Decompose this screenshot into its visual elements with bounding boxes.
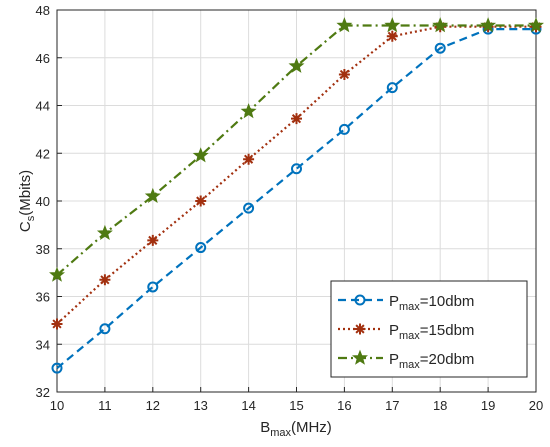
data-point-star (96, 224, 113, 241)
legend: Pmax=10dbm Pmax=15dbm Pmax=20dbm (330, 280, 528, 378)
data-point-circle (147, 281, 159, 293)
x-tick-label: 17 (385, 398, 399, 413)
x-tick-label: 10 (50, 398, 64, 413)
y-tick-label: 34 (36, 337, 50, 352)
data-point-circle (195, 242, 207, 254)
legend-label: Pmax=10dbm (389, 293, 474, 313)
x-tick-label: 15 (289, 398, 303, 413)
data-point-circle (386, 82, 398, 94)
data-point-asterisk (386, 30, 398, 42)
x-tick-label: 16 (337, 398, 351, 413)
data-point-asterisk (338, 68, 350, 80)
data-point-asterisk (354, 323, 366, 335)
data-point-asterisk (291, 113, 302, 125)
x-tick-label: 12 (146, 398, 160, 413)
legend-label: Pmax=15dbm (389, 322, 474, 342)
legend-entry-2: Pmax=15dbm (338, 322, 474, 342)
y-tick-label: 42 (36, 146, 50, 161)
x-tick-label: 11 (98, 398, 112, 413)
series-layer (49, 17, 544, 374)
x-axis-label: Bmax(MHz) (260, 419, 332, 439)
data-point-asterisk (243, 153, 255, 165)
data-point-circle (354, 294, 366, 306)
legend-label: Pmax=20dbm (389, 351, 474, 371)
data-point-asterisk (51, 318, 63, 330)
y-axis-ticks: 32 34 36 38 40 42 44 46 48 (36, 3, 62, 400)
data-point-asterisk (99, 274, 111, 286)
x-tick-label: 14 (241, 398, 255, 413)
x-tick-label: 19 (481, 398, 495, 413)
data-point-star (384, 17, 401, 33)
y-tick-label: 38 (36, 242, 50, 257)
data-point-star (192, 147, 209, 163)
data-point-star (49, 266, 65, 282)
x-tick-label: 18 (433, 398, 447, 413)
data-point-asterisk (147, 234, 159, 246)
y-tick-label: 36 (36, 290, 50, 305)
y-tick-label: 40 (36, 194, 50, 209)
x-axis-ticks: 10 11 12 13 14 15 16 17 18 19 20 (50, 387, 543, 413)
data-point-star (288, 57, 305, 73)
data-point-star (528, 17, 544, 33)
data-point-star (432, 17, 449, 33)
data-point-star (352, 349, 368, 365)
data-point-circle (338, 123, 350, 135)
data-point-circle (243, 202, 255, 214)
legend-entry-1: Pmax=10dbm (338, 293, 474, 313)
data-point-circle (434, 42, 446, 54)
y-tick-label: 32 (36, 385, 50, 400)
data-point-asterisk (195, 195, 207, 207)
y-tick-label: 44 (36, 99, 50, 114)
data-point-star (336, 17, 353, 33)
data-point-star (240, 103, 257, 119)
series-3 (49, 17, 544, 282)
y-tick-label: 48 (36, 3, 50, 18)
x-tick-label: 20 (529, 398, 543, 413)
legend-entry-3: Pmax=20dbm (338, 349, 474, 371)
data-point-circle (291, 163, 302, 175)
x-tick-label: 13 (193, 398, 207, 413)
data-point-star (144, 187, 161, 204)
data-point-star (480, 17, 497, 33)
y-tick-label: 46 (36, 51, 50, 66)
data-point-circle (51, 362, 63, 374)
y-axis-label: Cs(Mbits) (17, 170, 37, 232)
data-point-circle (99, 323, 111, 335)
series-line (56, 28, 536, 369)
